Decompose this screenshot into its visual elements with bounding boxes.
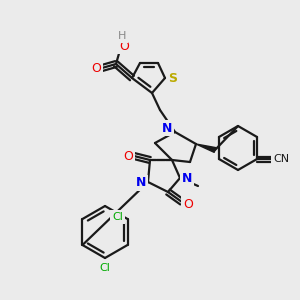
Text: CN: CN [273,154,289,164]
Text: N: N [162,122,172,134]
Text: N: N [136,176,146,190]
Text: S: S [169,71,178,85]
Text: O: O [119,40,129,52]
Text: Cl: Cl [100,263,110,273]
Text: O: O [123,149,133,163]
Text: Cl: Cl [112,212,123,222]
Text: O: O [91,61,101,74]
Polygon shape [196,144,216,152]
Text: N: N [182,172,192,185]
Text: O: O [183,197,193,211]
Text: H: H [118,31,126,41]
